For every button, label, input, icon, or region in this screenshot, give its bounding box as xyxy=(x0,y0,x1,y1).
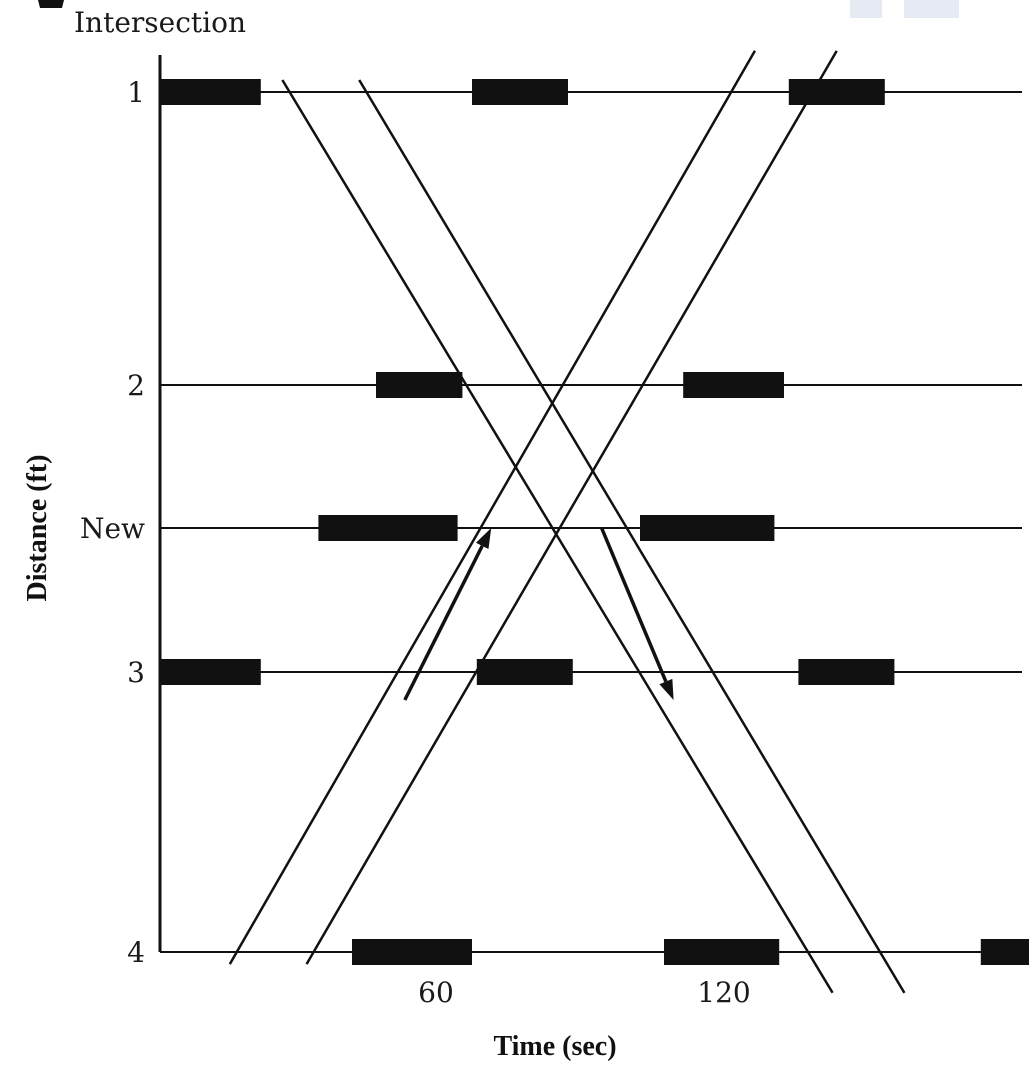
intersection-label-3: 3 xyxy=(127,656,145,689)
x-tick-label: 60 xyxy=(418,976,454,1009)
northbound-trajectory xyxy=(228,50,757,965)
red-phase-bar xyxy=(476,659,573,685)
southbound-trajectory xyxy=(281,79,834,994)
red-phase-bar xyxy=(160,659,261,685)
red-phase-bar xyxy=(160,79,261,105)
intersection-label-1: 1 xyxy=(127,76,145,109)
x-tick-label: 120 xyxy=(697,976,750,1009)
northbound-trajectory xyxy=(305,50,838,965)
red-phase-bar xyxy=(798,659,895,685)
southbound-trajectory xyxy=(358,79,906,994)
red-phase-bar xyxy=(788,79,885,105)
red-phase-bar xyxy=(664,939,780,965)
northbound-arrow xyxy=(403,528,492,701)
intersection-label-4: 4 xyxy=(127,936,145,969)
red-phase-bar xyxy=(980,939,1029,965)
red-phase-bar xyxy=(318,515,458,541)
red-phase-bar xyxy=(352,939,472,965)
red-phase-bar xyxy=(472,79,568,105)
red-phase-bar xyxy=(640,515,775,541)
intersection-label-2: 2 xyxy=(127,369,145,402)
x-axis-title: Time (sec) xyxy=(493,1031,616,1062)
southbound-arrow xyxy=(599,527,674,700)
y-axis-title: Distance (ft) xyxy=(22,455,53,602)
corner-decoration xyxy=(38,0,959,18)
intersection-label-new: New xyxy=(80,512,145,545)
red-phase-bar xyxy=(376,372,463,398)
intersection-header: Intersection xyxy=(74,6,246,39)
red-phase-bar xyxy=(683,372,784,398)
